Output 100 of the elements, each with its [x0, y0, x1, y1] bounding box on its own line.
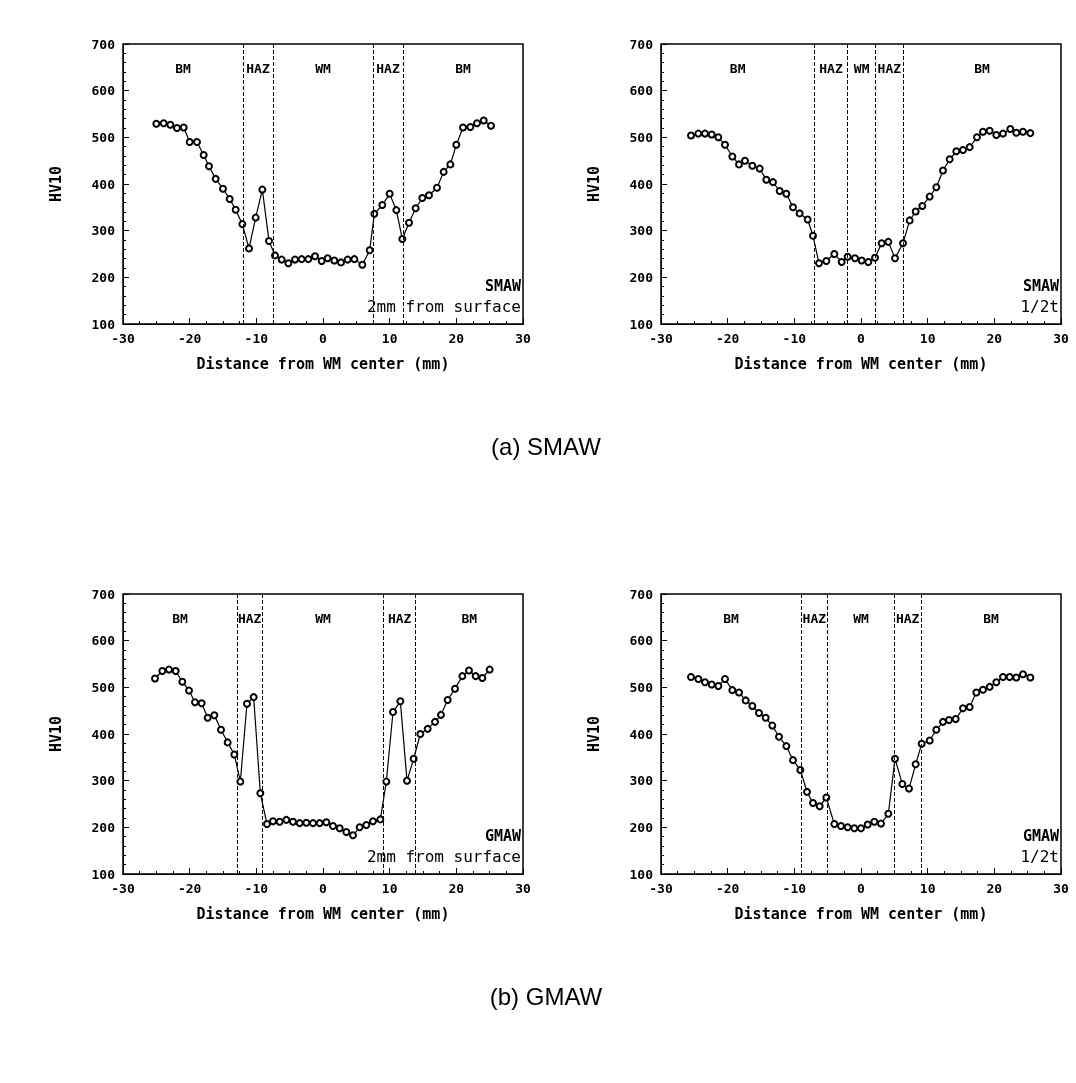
annotation: 1/2t [1020, 846, 1059, 866]
point [418, 194, 427, 202]
point [230, 750, 239, 759]
x-tick-label: -20 [177, 331, 202, 346]
x-axis-title: Distance from WM center (mm) [196, 904, 450, 923]
x-tick-label: 20 [986, 331, 1003, 346]
point [263, 820, 271, 829]
point [329, 821, 337, 830]
point [225, 194, 234, 203]
point [945, 716, 953, 724]
point [171, 667, 180, 675]
point [735, 160, 743, 169]
annotation: BM [175, 60, 191, 76]
point [925, 192, 934, 201]
point [205, 162, 213, 171]
point [159, 119, 168, 128]
y-tick-label: 300 [91, 773, 116, 789]
annotation: BM [983, 610, 999, 626]
point [789, 203, 797, 212]
point [392, 206, 401, 215]
point [452, 140, 461, 149]
annotation: BM [729, 60, 746, 76]
point [822, 257, 831, 265]
y-tick-label: 100 [91, 866, 116, 882]
point [905, 784, 913, 793]
y-tick-label: 500 [91, 679, 116, 695]
point [458, 672, 467, 681]
y-tick-label: 500 [629, 679, 654, 695]
y-axis-title: HV10 [584, 715, 603, 753]
x-tick-label: -30 [649, 881, 673, 896]
point [433, 183, 441, 192]
point [925, 736, 934, 745]
point [911, 207, 920, 216]
x-tick-label: 30 [515, 331, 531, 346]
point [905, 216, 914, 225]
point [289, 817, 297, 826]
x-tick-label: 30 [1053, 331, 1069, 346]
point [748, 161, 757, 170]
point [992, 678, 1001, 687]
point [322, 818, 331, 827]
point [1026, 129, 1035, 138]
y-axis-title: HV10 [46, 715, 65, 753]
y-tick-label: 100 [91, 316, 116, 332]
point [350, 255, 359, 264]
annotation: SMAW [484, 276, 522, 295]
point [755, 709, 763, 717]
annotation: 1/2t [1020, 296, 1059, 316]
x-axis-title: Distance from WM center (mm) [734, 904, 988, 923]
point [694, 674, 703, 683]
y-tick-label: 300 [629, 223, 654, 239]
point [972, 688, 981, 697]
x-tick-label: 20 [986, 881, 1003, 896]
point [1012, 128, 1021, 137]
point [985, 682, 994, 691]
y-tick-label: 400 [91, 176, 116, 192]
x-tick-label: 0 [319, 881, 328, 896]
point [891, 254, 899, 263]
point [918, 201, 927, 210]
point [473, 119, 481, 128]
point [687, 673, 695, 682]
point [1012, 673, 1021, 682]
point [210, 711, 219, 720]
point [939, 166, 947, 175]
point [358, 260, 367, 269]
y-tick-label: 400 [91, 726, 116, 742]
point [243, 699, 251, 708]
x-tick-label: -30 [111, 881, 135, 896]
point [979, 685, 987, 694]
point [762, 175, 771, 184]
point [369, 817, 377, 826]
point [411, 204, 420, 213]
y-tick-label: 600 [629, 633, 654, 649]
point [284, 259, 293, 268]
x-tick-label: 10 [381, 881, 398, 896]
point [728, 152, 737, 161]
point [945, 155, 954, 164]
point [707, 130, 716, 139]
point [439, 167, 448, 176]
point [707, 680, 716, 689]
point [775, 187, 784, 195]
y-tick-label: 600 [91, 633, 116, 649]
point [466, 123, 475, 132]
point [857, 256, 866, 265]
point [403, 776, 411, 785]
point [275, 817, 284, 826]
y-tick-label: 600 [629, 83, 654, 99]
point [959, 704, 967, 713]
y-tick-label: 200 [91, 819, 116, 835]
y-tick-label: 100 [629, 316, 654, 332]
annotation: HAZ [819, 60, 843, 76]
annotation: GMAW [484, 826, 522, 845]
point [694, 129, 703, 138]
point [884, 237, 893, 246]
point [173, 124, 181, 132]
point [459, 123, 467, 132]
x-tick-label: -20 [715, 881, 740, 896]
point [297, 255, 306, 264]
point [864, 257, 873, 266]
point [317, 257, 326, 265]
point [803, 215, 812, 224]
